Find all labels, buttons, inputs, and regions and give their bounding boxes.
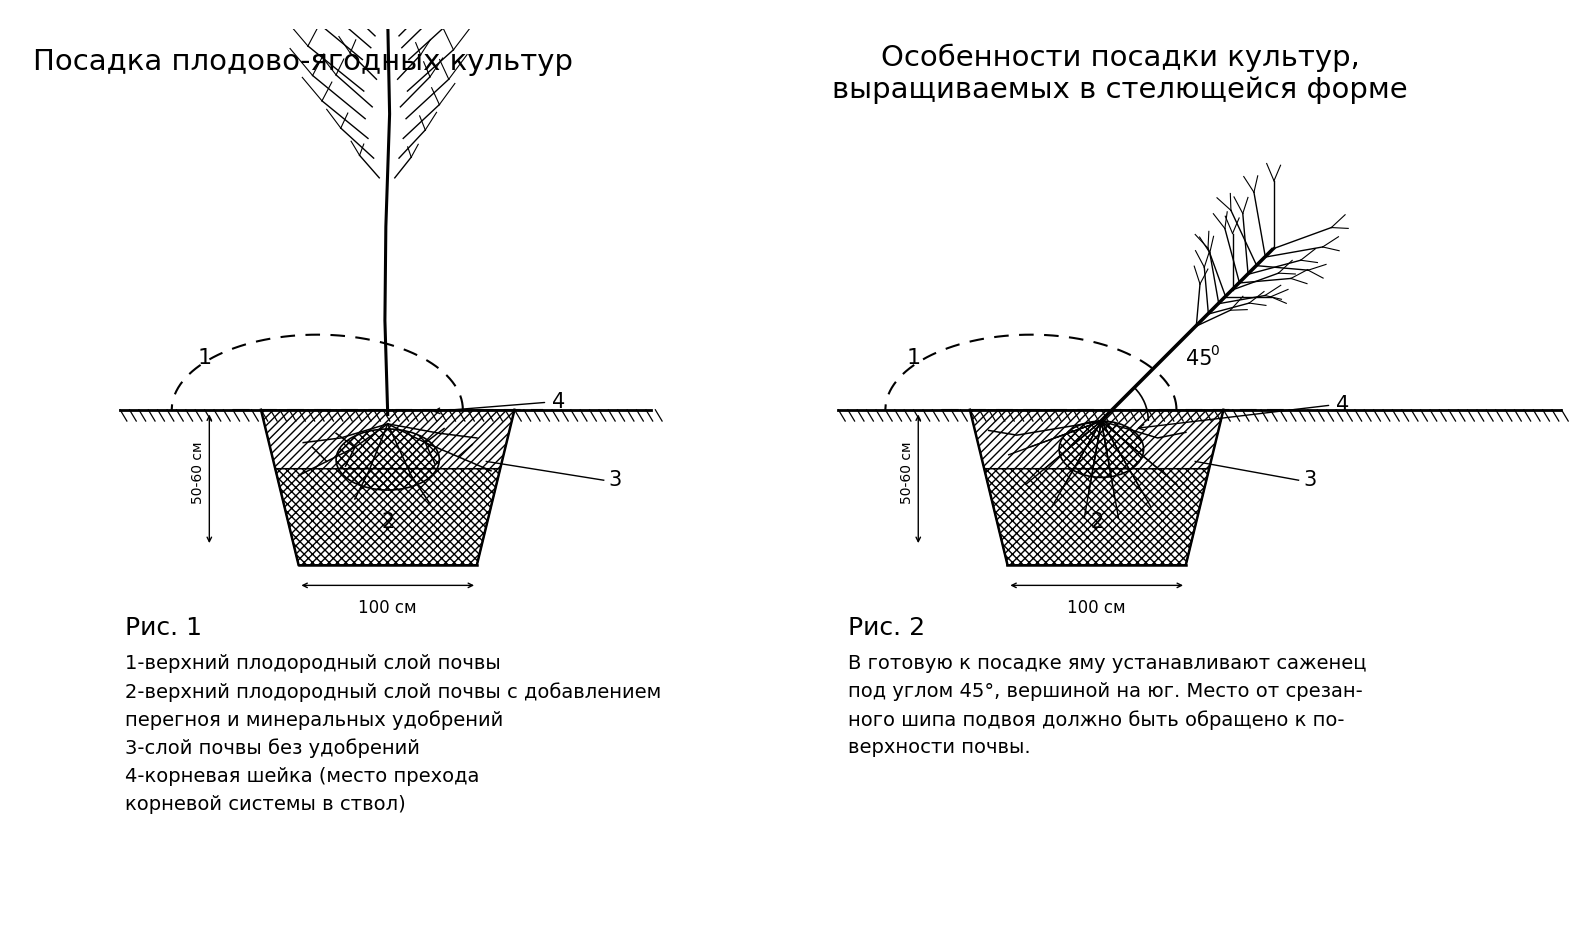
Text: корневой системы в ствол): корневой системы в ствол) <box>125 795 406 813</box>
Text: 2: 2 <box>1090 513 1104 533</box>
Text: 2: 2 <box>382 513 394 533</box>
Text: 3-слой почвы без удобрений: 3-слой почвы без удобрений <box>125 739 420 758</box>
Text: Рис. 1: Рис. 1 <box>125 617 201 640</box>
Text: 100 см: 100 см <box>358 598 417 617</box>
Text: 1: 1 <box>198 348 212 368</box>
Text: Посадка плодово-ягодных культур: Посадка плодово-ягодных культур <box>33 49 573 76</box>
Text: Рис. 2: Рис. 2 <box>847 617 925 640</box>
Text: 4-корневая шейка (место прехода: 4-корневая шейка (место прехода <box>125 767 480 785</box>
Text: 50-60 см: 50-60 см <box>900 442 914 505</box>
Text: 4: 4 <box>553 392 565 412</box>
Text: 4: 4 <box>1337 395 1350 415</box>
Text: под углом 45°, вершиной на юг. Место от срезан-: под углом 45°, вершиной на юг. Место от … <box>847 682 1362 701</box>
Text: выращиваемых в стелющейся форме: выращиваемых в стелющейся форме <box>832 77 1408 105</box>
Text: 3: 3 <box>608 470 621 490</box>
Text: верхности почвы.: верхности почвы. <box>847 739 1031 757</box>
Text: 100 см: 100 см <box>1068 598 1126 617</box>
Text: 0: 0 <box>1210 344 1220 358</box>
Text: 3: 3 <box>1304 470 1316 490</box>
Text: 50-60 см: 50-60 см <box>192 442 204 505</box>
Text: В готовую к посадке яму устанавливают саженец: В готовую к посадке яму устанавливают са… <box>847 654 1367 673</box>
Text: Особенности посадки культур,: Особенности посадки культур, <box>881 44 1359 72</box>
Text: ного шипа подвоя должно быть обращено к по-: ного шипа подвоя должно быть обращено к … <box>847 710 1345 730</box>
Text: перегноя и минеральных удобрений: перегноя и минеральных удобрений <box>125 710 504 730</box>
Text: 1: 1 <box>906 348 920 368</box>
Text: 1-верхний плодородный слой почвы: 1-верхний плодородный слой почвы <box>125 654 501 673</box>
Text: 45: 45 <box>1186 349 1212 370</box>
Text: 2-верхний плодородный слой почвы с добавлением: 2-верхний плодородный слой почвы с добав… <box>125 682 661 702</box>
